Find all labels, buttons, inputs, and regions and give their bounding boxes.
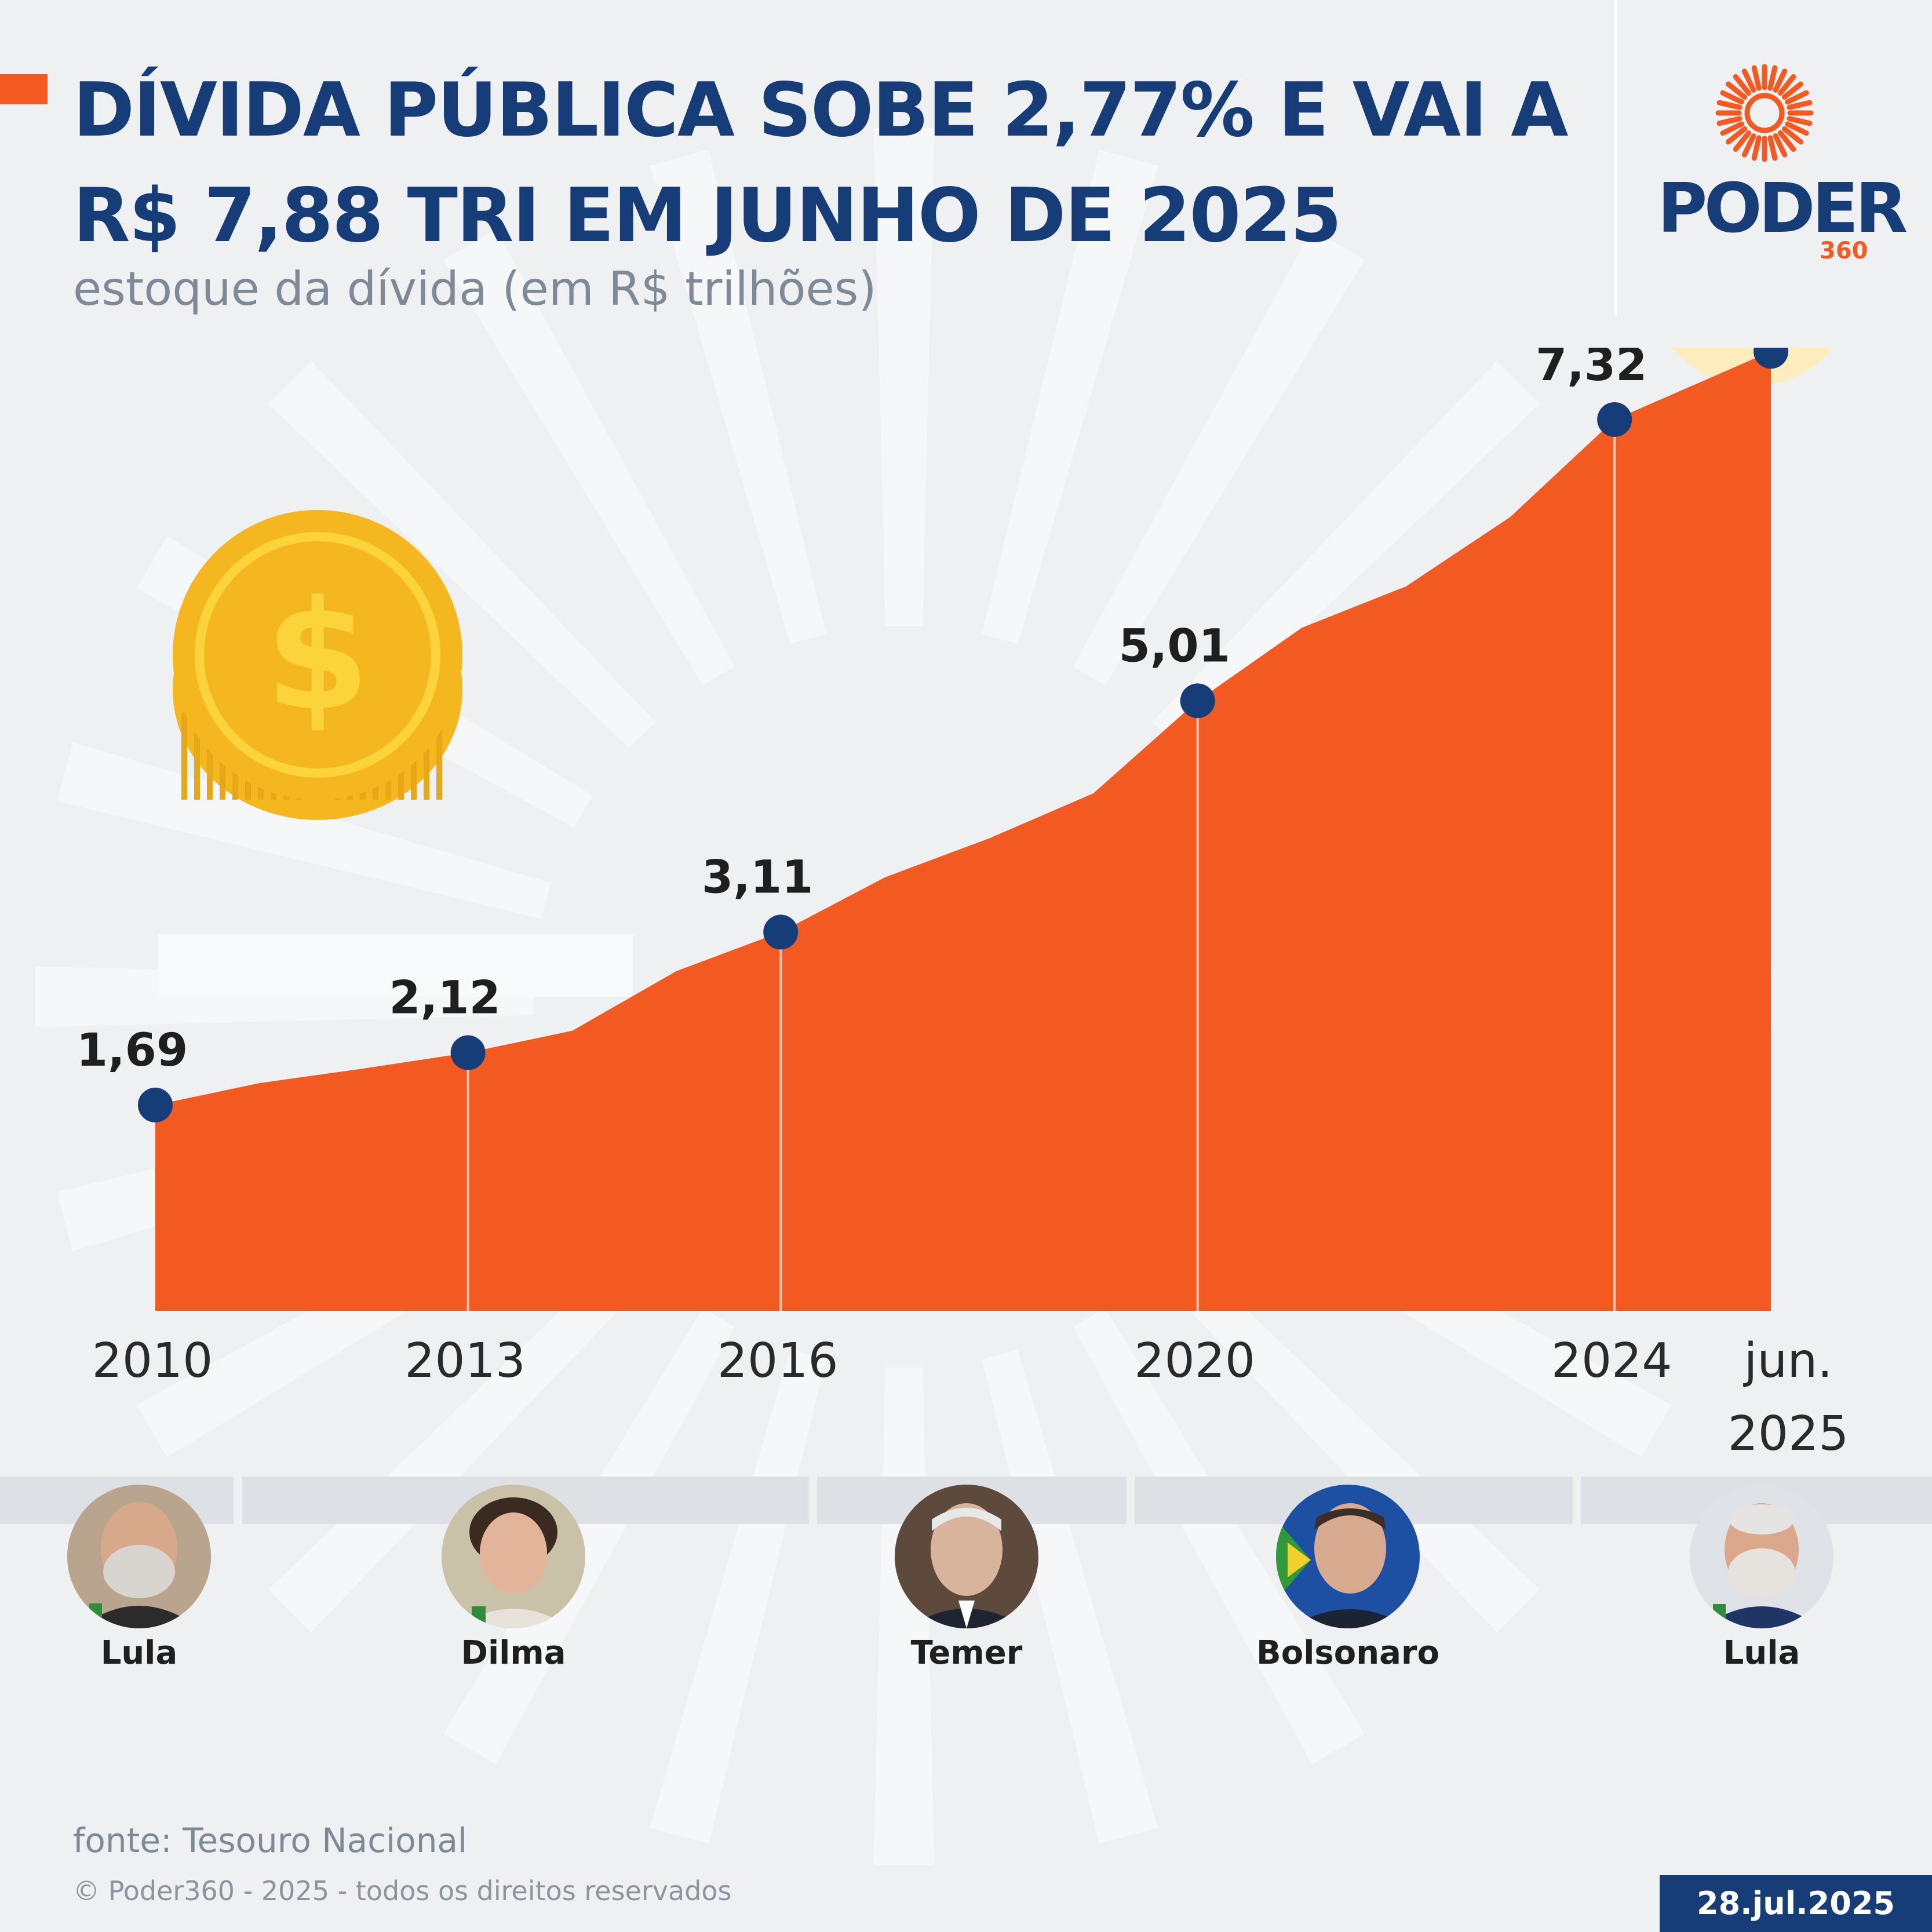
background-ray — [1153, 360, 1540, 748]
background-ray — [873, 127, 935, 626]
data-value-label: 3,11 — [702, 852, 813, 904]
header-divider — [1614, 0, 1617, 316]
source-note: fonte: Tesouro Nacional — [73, 1821, 468, 1860]
x-tick-label: 2013 — [404, 1333, 526, 1388]
data-value-label: 1,69 — [76, 1025, 188, 1077]
president-name: Lula — [100, 1634, 178, 1672]
background-ray — [1073, 1308, 1365, 1765]
avatar — [1276, 1485, 1420, 1628]
background-ray — [1153, 1245, 1540, 1633]
president-lula: Lula — [46, 1485, 232, 1672]
data-point-dot — [450, 1035, 486, 1070]
background-ray — [443, 229, 735, 686]
president-dilma: Dilma — [421, 1485, 606, 1672]
title-accent-bar — [0, 74, 48, 104]
chart-subtitle: estoque da dívida (em R$ trilhões) — [73, 262, 877, 316]
avatar — [67, 1485, 211, 1628]
data-point-dot — [1597, 402, 1632, 437]
president-name: Lula — [1723, 1634, 1800, 1672]
data-point-dot — [1754, 348, 1788, 369]
publication-date: 28.jul.2025 — [1660, 1875, 1932, 1932]
president-bolsonaro: Bolsonaro — [1255, 1485, 1441, 1672]
president-temer: Temer — [874, 1485, 1059, 1672]
background-ray — [650, 1350, 826, 1844]
background-ray — [57, 742, 551, 919]
background-ray — [982, 1350, 1158, 1844]
logo-wordmark: PODER — [1657, 168, 1908, 248]
page-title: DÍVIDA PÚBLICA SOBE 2,77% E VAI A R$ 7,8… — [73, 67, 1568, 259]
dollar-coin-icon: $ — [173, 510, 462, 820]
data-point-dot — [1180, 683, 1215, 719]
sunburst-logo-icon — [1715, 64, 1814, 162]
x-tick-label: 2025 — [1728, 1406, 1849, 1461]
x-tick-label: jun. — [1743, 1333, 1833, 1388]
x-tick-label: 2016 — [717, 1333, 839, 1388]
background-ray — [650, 150, 826, 644]
president-name: Dilma — [461, 1634, 566, 1672]
data-point-dot — [138, 1087, 173, 1122]
background-ray — [268, 1245, 655, 1633]
poder360-logo: PODER 360 — [1657, 64, 1908, 272]
data-value-label: 7,32 — [1536, 348, 1647, 391]
data-point-dot — [763, 914, 799, 950]
avatar — [1690, 1485, 1833, 1628]
logo-number: 360 — [1820, 238, 1868, 264]
background-ray — [982, 150, 1158, 644]
copyright-note: © Poder360 - 2025 - todos os direitos re… — [73, 1875, 732, 1907]
svg-text:$: $ — [265, 569, 370, 744]
avatar — [442, 1485, 585, 1628]
background-ray — [443, 1308, 735, 1765]
x-tick-label: 2010 — [92, 1333, 213, 1388]
data-value-label: 5,01 — [1118, 620, 1230, 672]
x-tick-label: 2020 — [1134, 1333, 1255, 1388]
debt-area-series — [155, 351, 1771, 1311]
president-lula-current: Lula — [1669, 1485, 1854, 1672]
president-name: Temer — [910, 1634, 1023, 1672]
background-ray — [268, 360, 655, 748]
x-tick-label: 2024 — [1551, 1333, 1672, 1388]
debt-area-chart: $ 1,692,123,115,017,327,88 2010201320162… — [76, 348, 1849, 1461]
president-name: Bolsonaro — [1256, 1634, 1439, 1672]
data-value-label: 2,12 — [389, 972, 500, 1025]
background-ray — [1073, 229, 1365, 686]
avatar — [895, 1485, 1038, 1628]
